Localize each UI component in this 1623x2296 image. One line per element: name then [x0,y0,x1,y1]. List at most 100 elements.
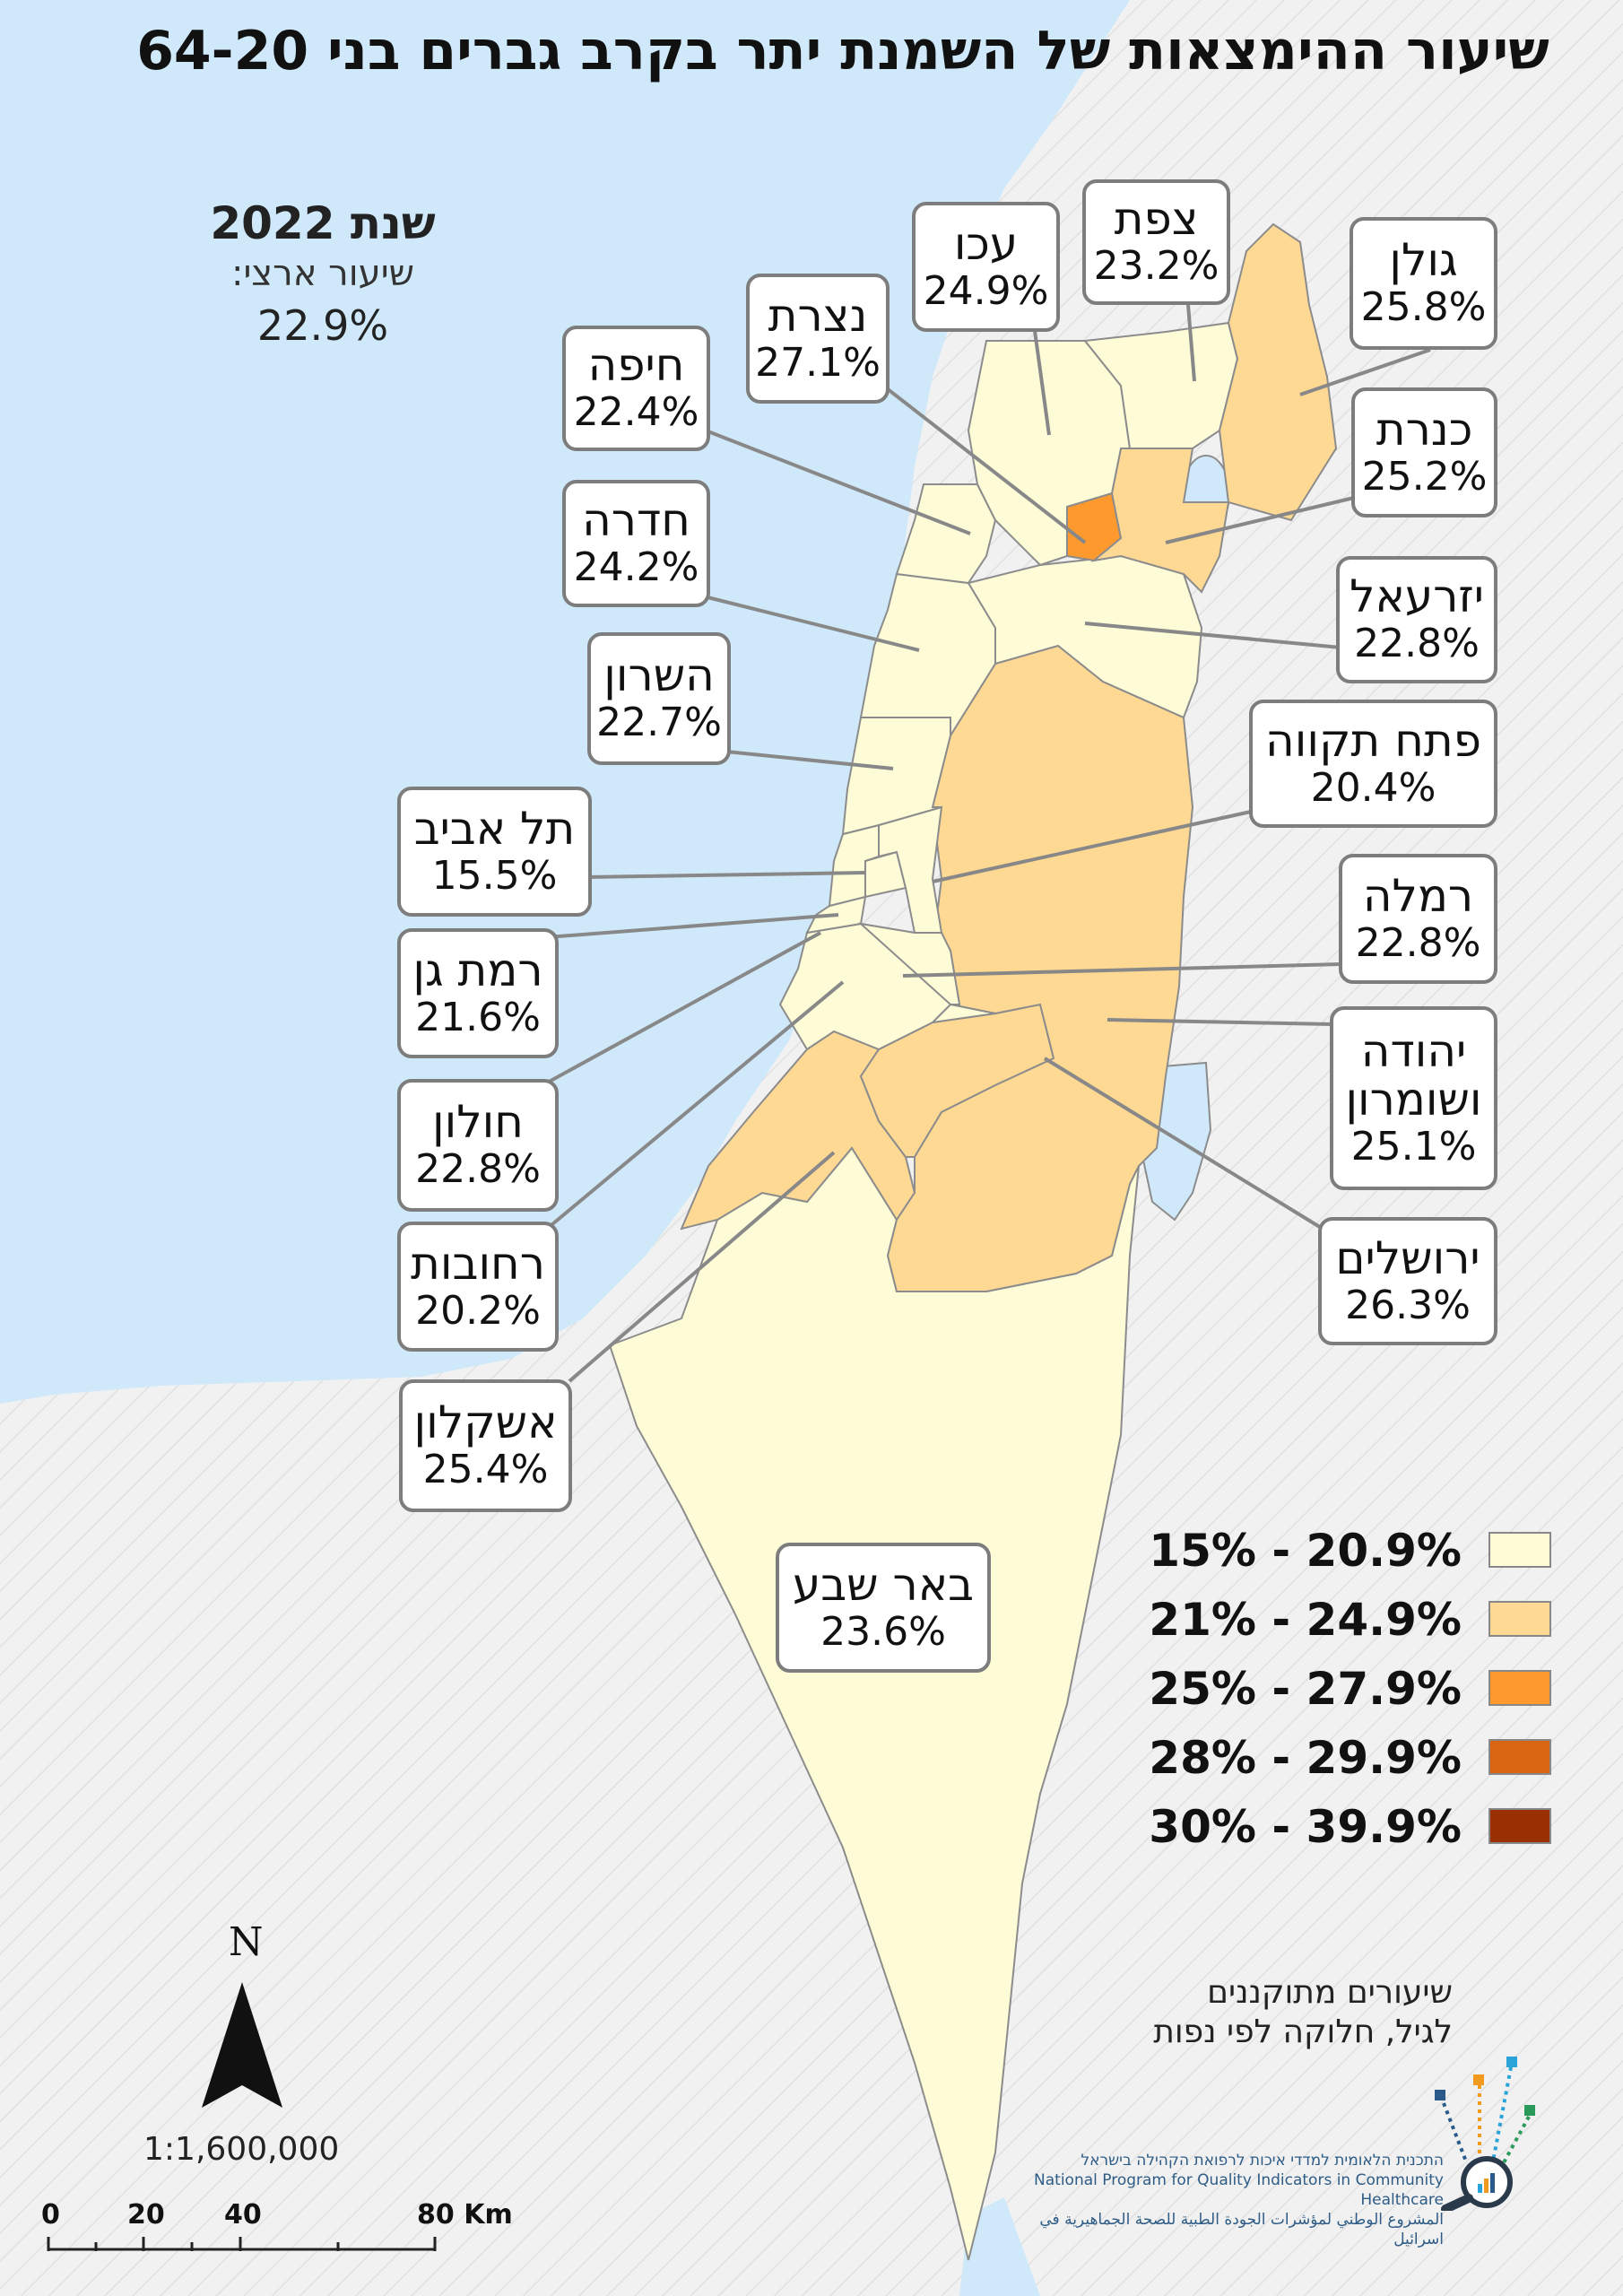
callout-safed: צפת 23.2% [1082,179,1230,305]
region-value: 24.2% [573,544,699,590]
legend-swatch [1488,1739,1551,1775]
region-name: השרון [603,649,715,701]
region-value: 22.8% [1354,621,1480,666]
callout-hadera: חדרה 24.2% [562,480,710,607]
region-value: 23.6% [820,1608,946,1655]
region-name: פתח תקווה [1265,714,1481,767]
callout-nazareth: נצרת 27.1% [746,274,890,404]
national-rate-value: 22.9% [256,301,389,350]
callout-rehovot: רחובות 20.2% [397,1222,559,1352]
note-line-1: שיעורים מתוקננים [1207,1974,1453,2011]
legend-swatch [1488,1670,1551,1706]
legend-label: 21% - 24.9% [1149,1594,1462,1646]
scale-bar-tick: 40 [224,2199,262,2231]
region-value: 24.9% [923,267,1049,314]
region-name: נצרת [768,289,868,342]
region-value: 23.2% [1093,243,1219,289]
callout-leader-lines [542,304,1431,1383]
region-name: רמת גן [412,944,543,996]
callout-kinneret: כנרת 25.2% [1351,387,1497,517]
legend-item: 15% - 20.9% [1139,1525,1551,1578]
legend-swatch [1488,1532,1551,1568]
callout-acre: עכו 24.9% [912,202,1060,332]
legend-swatch [1488,1601,1551,1637]
region-name: כנרת [1376,403,1473,456]
region-value: 25.8% [1360,284,1487,330]
logo-line-english: National Program for Quality Indicators … [1034,2171,1444,2209]
region-name: חיפה [587,339,685,391]
legend-label: 30% - 39.9% [1149,1801,1462,1853]
region-name: חדרה [582,494,690,546]
region-value: 25.4% [422,1447,549,1492]
legend-item: 28% - 29.9% [1139,1732,1551,1786]
standardization-note: שיעורים מתוקננים לגיל, חלוקה לפי נפות [1031,1973,1453,2052]
callout-ashkelon: אשקלון 25.4% [399,1379,572,1512]
map-scale: 1:1,600,000 [143,2131,340,2168]
region-name: רמלה [1362,869,1474,922]
magnifier-logo-icon [1435,2057,1535,2211]
region-name: יהודה ושומרון [1345,1024,1482,1126]
logo-text: התכנית הלאומית למדדי איכות לרפואת הקהילה… [986,2151,1444,2249]
callout-jerusalem: ירושלים 26.3% [1318,1217,1497,1345]
legend-label: 25% - 27.9% [1149,1663,1462,1715]
legend-item: 25% - 27.9% [1139,1663,1551,1717]
region-value: 22.4% [573,389,699,435]
legend-swatch [1488,1808,1551,1844]
region-name: גולן [1389,234,1458,286]
callout-ramla: רמלה 22.8% [1339,854,1497,984]
region-name: חולון [432,1096,524,1148]
region-name: עכו [953,217,1019,270]
region-value: 26.3% [1345,1282,1471,1328]
callout-ramat-gan: רמת גן 21.6% [397,928,559,1058]
north-label: N [229,1919,264,1965]
region-value: 21.6% [415,994,541,1040]
region-safed [1083,321,1239,449]
callout-haifa: חיפה 22.4% [562,326,710,451]
callout-petah-tikva: פתח תקווה 20.4% [1249,700,1497,828]
callout-holon: חולון 22.8% [397,1079,559,1212]
callout-tel-aviv: תל אביב 15.5% [397,787,592,917]
region-name: יזרעאל [1350,570,1484,622]
legend-item: 21% - 24.9% [1139,1594,1551,1648]
region-value: 22.8% [1355,919,1481,966]
region-value: 15.5% [431,852,558,899]
callout-yizreel: יזרעאל 22.8% [1336,556,1497,683]
map-title: שיעור ההימצאות של השמנת יתר בקרב גברים ב… [136,20,1549,83]
scale-bar-tick: 20 [127,2199,165,2231]
note-line-2: לגיל, חלוקה לפי נפות [1153,2013,1453,2050]
region-value: 25.1% [1350,1123,1477,1170]
national-rate-block: שנת 2022 שיעור ארצי: 22.9% [161,197,484,350]
national-rate-label: שיעור ארצי: [231,253,414,294]
year-label: שנת 2022 [210,197,436,249]
scale-bar-tick: 0 [41,2199,60,2231]
region-value: 22.7% [596,700,722,745]
gulf-of-aqaba [959,2197,1040,2296]
region-value: 20.2% [415,1287,541,1334]
region-value: 27.1% [755,339,881,386]
region-name: אשקלון [413,1396,558,1448]
region-kinneret [1090,448,1230,594]
north-arrow-icon [202,1982,282,2108]
region-ramla [857,922,996,1024]
region-value: 20.4% [1310,764,1436,811]
callout-judea-samaria: יהודה ושומרון 25.1% [1330,1006,1497,1190]
region-value: 22.8% [415,1146,541,1192]
callout-sharon: השרון 22.7% [587,632,731,765]
region-name: רחובות [411,1237,545,1290]
region-name: ירושלים [1335,1231,1480,1284]
legend-item: 30% - 39.9% [1139,1801,1551,1855]
scale-bar-tick: 80 Km [417,2199,513,2231]
region-value: 25.2% [1361,453,1488,500]
scale-bar [47,2237,437,2251]
legend-label: 28% - 29.9% [1149,1732,1462,1784]
logo-line-arabic: المشروع الوطني لمؤشرات الجودة الطبية للص… [1039,2211,1444,2248]
callout-golan: גולן 25.8% [1350,217,1497,350]
region-name: צפת [1114,193,1199,245]
region-name: תל אביב [413,802,576,855]
callout-beer-sheva: באר שבע 23.6% [776,1543,991,1673]
logo-line-hebrew: התכנית הלאומית למדדי איכות לרפואת הקהילה… [1081,2152,1444,2170]
region-name: באר שבע [792,1558,975,1611]
region-golan [1218,222,1338,522]
legend-label: 15% - 20.9% [1149,1525,1462,1577]
